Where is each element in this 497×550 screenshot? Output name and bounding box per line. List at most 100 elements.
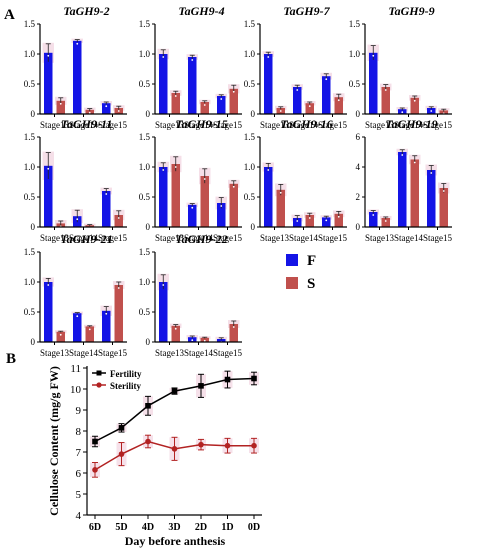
point-fertility — [251, 375, 257, 382]
data-dot — [47, 284, 50, 286]
data-dot — [76, 218, 79, 221]
data-dot — [384, 89, 387, 91]
y-tick-label: 6 — [356, 132, 361, 142]
bar-f — [102, 103, 111, 114]
y-tick-label: 9 — [76, 405, 82, 417]
chart-title: TaGH9-2 — [63, 4, 109, 18]
bar-f — [293, 218, 302, 227]
data-dot — [430, 110, 433, 112]
bar-chart-2: TaGH9-4 0 0.5 1.0 1.5 Stage13 Stage14 Stage15 — [139, 4, 243, 130]
bar-f — [44, 52, 53, 114]
y-tick-label: 1.5 — [349, 19, 361, 29]
data-dot — [174, 327, 177, 330]
bar-chart-3: TaGH9-7 0 0.5 1.0 1.5 Stage13 Stage14 Stage15 — [244, 4, 348, 130]
y-tick-label: 1.0 — [349, 49, 361, 59]
y-tick-label: 4 — [356, 162, 361, 172]
bar-s — [171, 164, 180, 227]
x-tick-label: Stage15 — [213, 120, 242, 130]
bar-f — [188, 204, 197, 227]
data-dot — [191, 339, 194, 342]
legend-label-f: F — [307, 253, 316, 269]
chart-title: TaGH9-19 — [385, 117, 437, 131]
y-tick-label: 0.5 — [139, 307, 151, 317]
bar-f — [44, 282, 53, 342]
y-tick-label: 0.5 — [24, 79, 36, 89]
y-tick-label: 5 — [76, 489, 82, 501]
y-tick-label: 1.5 — [139, 19, 151, 29]
y-tick-label: 0 — [356, 109, 361, 119]
x-tick-label: Stage15 — [318, 120, 347, 130]
data-dot — [220, 205, 223, 207]
x-tick-label: Stage13 — [155, 233, 184, 243]
x-tick-label: Stage14 — [69, 120, 98, 130]
point-sterility — [251, 442, 257, 449]
point-sterility — [92, 467, 98, 473]
bar-s — [56, 331, 65, 342]
y-tick-label: 0 — [146, 337, 151, 347]
bar-chart-4: TaGH9-9 0 0.5 1.0 1.5 Stage13 Stage14 Stage15 — [349, 4, 453, 130]
data-dot — [442, 190, 445, 192]
y-tick-label: 1.0 — [139, 277, 151, 287]
data-dot — [105, 193, 108, 195]
y-tick-label: 0.5 — [349, 79, 361, 89]
data-dot — [203, 339, 206, 342]
x-tick-label: Stage14 — [69, 233, 98, 243]
x-tick-label: Stage13 — [155, 120, 184, 130]
bar-s — [114, 215, 123, 227]
data-dot — [430, 172, 433, 174]
point-sterility — [171, 446, 178, 452]
bar-s — [85, 326, 94, 342]
y-tick-label: 1.5 — [244, 19, 256, 29]
y-tick-label: 0 — [31, 222, 36, 232]
y-tick-label: 1.5 — [139, 132, 151, 142]
legend-label-fertility: Fertility — [110, 369, 142, 379]
point-fertility — [198, 383, 204, 389]
data-dot — [203, 104, 206, 106]
data-dot — [105, 312, 108, 315]
data-dot — [117, 110, 120, 112]
y-tick-label: 0.5 — [24, 307, 36, 317]
data-dot — [117, 217, 120, 219]
y-tick-label: 0.5 — [244, 79, 256, 89]
bar-s — [229, 183, 238, 227]
data-dot — [413, 99, 416, 102]
data-dot — [203, 178, 206, 180]
y-tick-label: 0 — [146, 109, 151, 119]
x-tick-label: 2D — [195, 522, 207, 533]
y-tick-label: 0.5 — [139, 192, 151, 202]
point-fertility — [224, 376, 231, 383]
bar-s — [305, 215, 314, 227]
data-dot — [88, 111, 91, 114]
bar-f — [217, 96, 226, 114]
y-tick-label: 1.0 — [24, 49, 36, 59]
chart-title: TaGH9-7 — [283, 4, 330, 18]
data-dot — [76, 42, 79, 45]
point-sterility — [145, 438, 151, 445]
y-tick-label: 7 — [76, 447, 82, 459]
x-tick-label: Stage14 — [289, 120, 318, 130]
data-dot — [162, 56, 165, 58]
y-tick-label: 1.5 — [24, 19, 36, 29]
y-tick-label: 1.5 — [139, 247, 151, 257]
data-dot — [308, 217, 311, 219]
point-fertility — [145, 403, 151, 409]
x-tick-label: Stage14 — [394, 233, 423, 243]
data-dot — [88, 227, 91, 230]
y-axis-label: Cellulose Content (mg/g FW) — [47, 366, 61, 516]
y-tick-label: 1.0 — [139, 49, 151, 59]
y-tick-label: 1.5 — [24, 247, 36, 257]
x-tick-label: 1D — [221, 522, 233, 533]
y-tick-label: 0 — [251, 222, 256, 232]
legend-marker-sterility — [96, 382, 102, 388]
bar-f — [102, 191, 111, 227]
y-tick-label: 1.0 — [24, 162, 36, 172]
data-dot — [325, 219, 328, 222]
data-dot — [384, 220, 387, 222]
x-tick-label: Stage15 — [423, 233, 452, 243]
data-dot — [413, 161, 416, 164]
data-dot — [191, 59, 194, 61]
x-tick-label: 6D — [89, 522, 101, 533]
data-dot — [232, 326, 235, 328]
y-tick-label: 0 — [251, 109, 256, 119]
